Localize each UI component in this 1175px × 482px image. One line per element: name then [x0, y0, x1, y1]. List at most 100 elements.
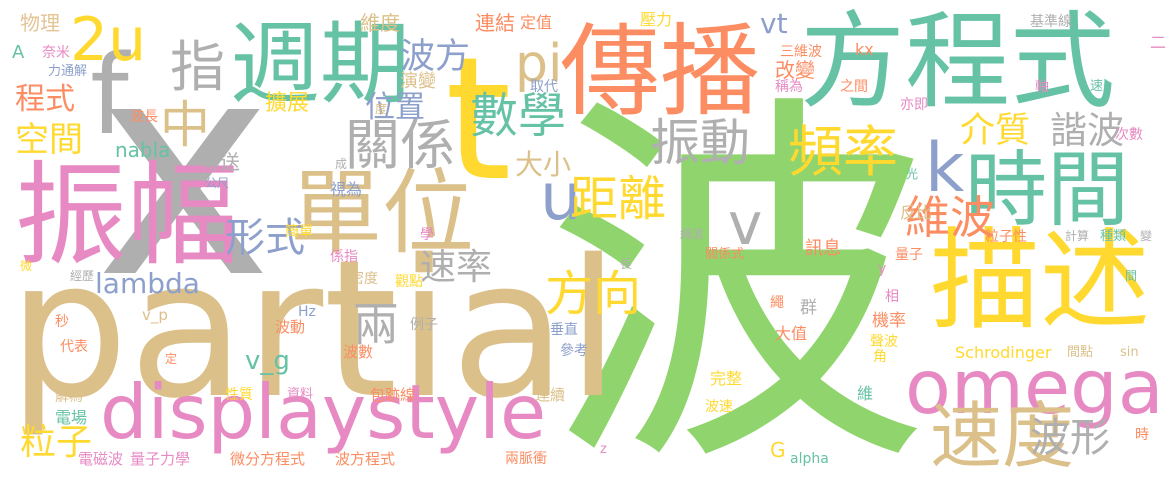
- word-11: omega: [905, 343, 1164, 431]
- word-121: 電磁波: [78, 450, 124, 468]
- word-1: x: [95, 0, 273, 344]
- word-62: 取代: [530, 79, 558, 95]
- word-84: 量子: [895, 247, 923, 263]
- word-55: 擴展: [265, 91, 310, 116]
- word-79: 種類: [1100, 229, 1127, 244]
- word-46: A: [12, 42, 25, 63]
- word-111: sin: [1120, 345, 1139, 360]
- word-118: 連續: [535, 386, 566, 404]
- word-43: vt: [760, 7, 788, 40]
- word-9: 描述: [930, 217, 1150, 345]
- word-17: 中: [160, 96, 210, 154]
- word-85: 長: [620, 257, 633, 271]
- word-126: z: [600, 442, 607, 457]
- word-128: alpha: [790, 451, 829, 467]
- word-77: 粒子性: [985, 229, 1027, 245]
- word-12: f: [90, 31, 129, 159]
- word-81: 間: [1125, 269, 1138, 283]
- word-97: 大值: [775, 324, 808, 343]
- word-36: 位置: [365, 90, 425, 125]
- word-64: kx: [855, 40, 874, 59]
- word-8: 單位: [290, 160, 475, 267]
- word-57: 公尺: [205, 176, 230, 190]
- word-22: v: [728, 190, 763, 258]
- word-23: 關係: [345, 113, 456, 177]
- word-91: 觀點: [395, 274, 423, 290]
- word-14: 速度: [930, 394, 1075, 478]
- word-116: 解為: [55, 389, 83, 405]
- word-53: 三維波: [780, 44, 822, 60]
- word-103: 例子: [410, 317, 438, 333]
- word-106: 定: [165, 352, 178, 366]
- word-10: displaystyle: [100, 368, 547, 456]
- word-31: 兩: [346, 300, 400, 346]
- word-119: 維: [857, 384, 874, 403]
- word-102: 波動: [275, 318, 306, 336]
- word-124: 波方程式: [335, 450, 396, 468]
- word-109: Schrodinger: [955, 343, 1052, 362]
- word-99: Hz: [298, 304, 316, 320]
- word-63: 之間: [840, 79, 868, 95]
- word-27: 方向: [545, 266, 642, 322]
- word-96: 聲波: [870, 334, 898, 350]
- word-24: 頻率: [788, 120, 899, 184]
- word-76: 學: [420, 227, 434, 243]
- word-28: 維波: [905, 191, 996, 244]
- word-110: 間點: [1067, 345, 1094, 360]
- word-101: 秒: [55, 314, 69, 330]
- word-56: 傳送: [200, 150, 240, 174]
- word-6: 振幅: [15, 151, 239, 281]
- word-69: 次數: [1115, 127, 1143, 143]
- word-19: k: [925, 129, 965, 208]
- word-82: 關係式: [705, 247, 745, 262]
- word-72: 二: [1150, 33, 1167, 52]
- word-52: 壓力: [640, 10, 673, 29]
- word-48: 力通解: [48, 64, 88, 79]
- word-92: 繩: [770, 295, 784, 311]
- word-59: 成: [335, 157, 348, 171]
- word-41: lambda: [95, 267, 200, 300]
- word-39: 空間: [15, 120, 83, 160]
- word-54: 改變: [775, 58, 815, 82]
- word-113: 性質: [225, 387, 253, 403]
- word-120: 波速: [705, 399, 733, 415]
- word-115: 包跡線: [370, 386, 416, 404]
- word-112: 完整: [710, 369, 743, 388]
- word-33: 速率: [420, 247, 493, 288]
- word-125: 兩脈衝: [505, 451, 547, 467]
- word-87: y: [878, 261, 887, 277]
- word-37: 大小: [515, 148, 572, 181]
- word-67: 亦即: [900, 97, 928, 113]
- word-122: 量子力學: [130, 450, 191, 468]
- word-83: 訊息: [805, 238, 841, 259]
- word-75: 係指: [330, 249, 358, 265]
- word-86: 簡單: [285, 224, 313, 240]
- word-29: 形式: [225, 215, 305, 261]
- word-89: 經歷: [70, 269, 95, 283]
- word-7: 週期: [230, 12, 410, 117]
- word-117: 電場: [55, 408, 88, 427]
- word-105: 波數: [343, 343, 374, 361]
- word-114: 資料: [287, 387, 314, 402]
- word-51: 定值: [520, 13, 553, 32]
- word-58: 視為: [330, 180, 363, 199]
- word-26: 距離: [570, 171, 667, 227]
- word-93: 群: [800, 298, 817, 318]
- word-127: G: [770, 438, 786, 462]
- word-95: 機率: [872, 311, 906, 331]
- word-15: 2u: [70, 5, 147, 75]
- word-42: v_g: [245, 346, 290, 376]
- word-104: 代表: [60, 339, 88, 355]
- word-47: 奈米: [42, 45, 70, 61]
- word-78: 計算: [1065, 229, 1090, 243]
- word-13: 時間: [965, 143, 1130, 238]
- word-44: nabla: [115, 138, 171, 162]
- word-30: 粒子: [20, 422, 93, 463]
- word-20: pi: [515, 34, 563, 94]
- word-50: 連結: [475, 11, 515, 35]
- word-4: 傳播: [560, 13, 760, 130]
- word-74: 繩波: [680, 227, 705, 241]
- word-35: 諧波: [1050, 109, 1124, 152]
- word-90: 密度: [350, 271, 378, 287]
